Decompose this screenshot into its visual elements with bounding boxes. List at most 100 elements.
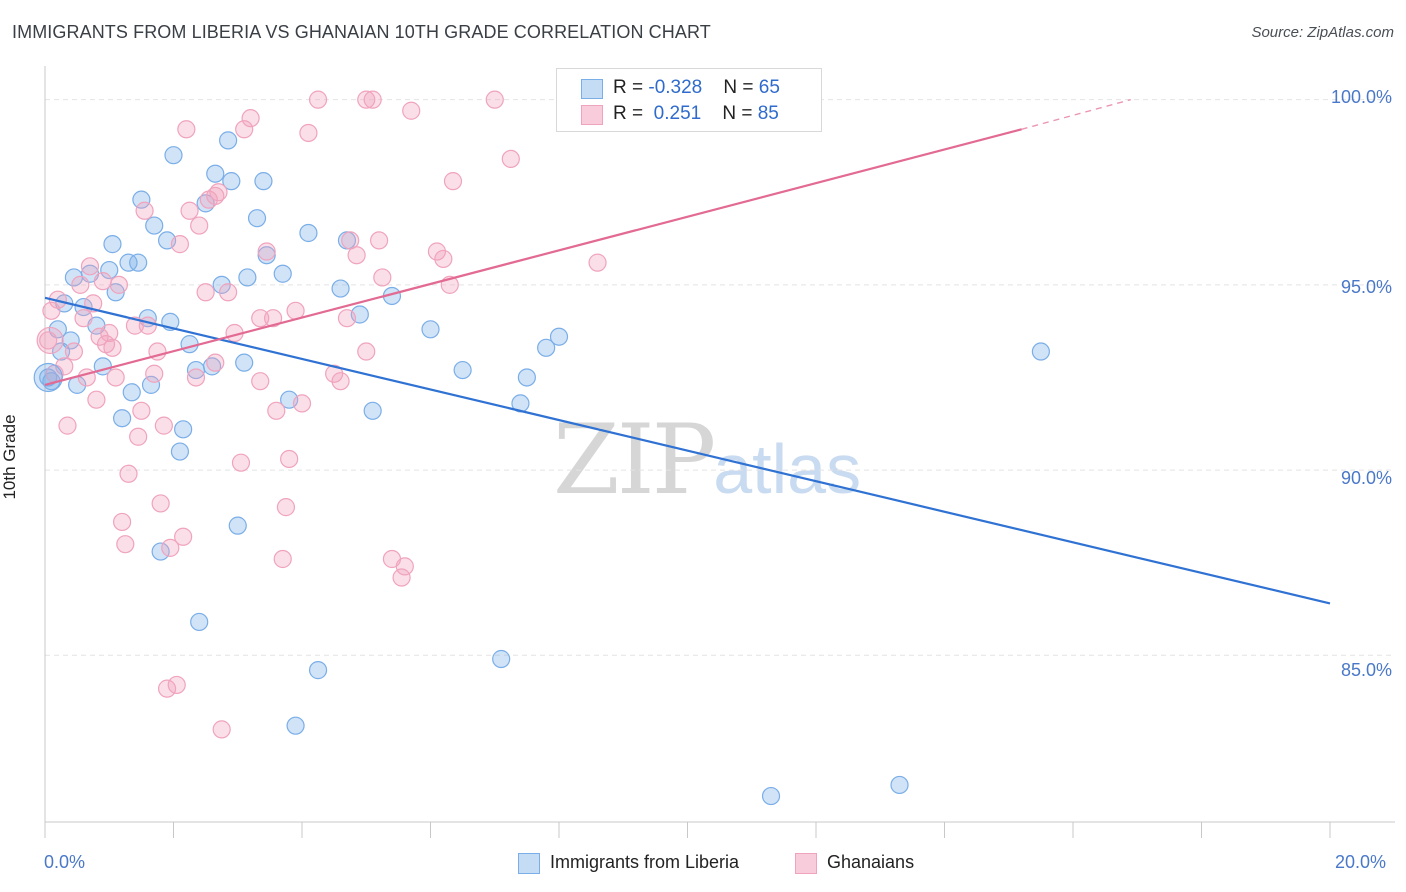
ghanaian-point [93, 272, 112, 291]
liberia-point [174, 420, 193, 439]
ghanaian-point [280, 449, 299, 469]
liberia-point [222, 172, 241, 191]
r-value: 0.251 [648, 103, 702, 124]
y-tick-label: 95.0% [1340, 277, 1392, 297]
ghanaian-point [443, 172, 463, 191]
y-tick-label: 100.0% [1330, 87, 1392, 107]
ghanaian-point [251, 309, 270, 328]
liberia-point [170, 442, 190, 461]
ghanaian-point [71, 275, 90, 294]
y-tick-label: 90.0% [1340, 468, 1392, 488]
ghanaian-point [186, 368, 206, 387]
ghanaian-point [151, 494, 170, 513]
liberia-point [103, 235, 122, 254]
liberia-point [141, 375, 161, 394]
x-tick-label: 0.0% [44, 852, 86, 872]
liberia-point [363, 401, 382, 420]
liberia-point [61, 331, 80, 350]
y-tick-label: 85.0% [1340, 660, 1392, 680]
liberia-point [421, 320, 440, 339]
liberia-point [151, 542, 170, 561]
liberia-point-large [33, 362, 63, 393]
ghanaian-point [370, 231, 389, 250]
ghanaian-point [292, 394, 312, 413]
legend-swatch-blue [581, 79, 603, 99]
ghanaian-point [276, 498, 296, 517]
liberia-point [180, 335, 199, 354]
legend-swatch-blue [518, 853, 540, 874]
liberia-point [890, 775, 909, 795]
x-tick-label: 20.0% [1335, 852, 1387, 872]
liberia-point [238, 268, 257, 287]
liberia-point [299, 223, 318, 243]
liberia-point [132, 190, 151, 209]
ghanaian-point [357, 342, 376, 361]
ghanaian-point [357, 90, 376, 109]
ghanaian-point [80, 257, 100, 276]
ghanaian-point [337, 309, 357, 328]
ghanaian-point [347, 246, 366, 265]
ghanaian-point [257, 242, 276, 261]
watermark: ZIPatlas [553, 404, 861, 516]
chart-title: IMMIGRANTS FROM LIBERIA VS GHANAIAN 10TH… [12, 22, 711, 42]
ghanaian-point [263, 309, 283, 328]
ghanaian-point [501, 149, 520, 169]
liberia-point [122, 383, 141, 402]
liberia-point [492, 649, 511, 669]
ghanaian-point [58, 416, 77, 435]
liberia-point [1031, 342, 1050, 361]
ghanaian-point [373, 268, 392, 287]
n-value: 85 [757, 103, 779, 124]
ghanaian-point [39, 331, 58, 350]
liberia-point [112, 409, 132, 428]
liberia-point [219, 131, 238, 150]
r-value: -0.328 [648, 77, 703, 98]
ghanaian-point [129, 427, 148, 446]
liberia-point [308, 661, 328, 680]
ghanaian-point [251, 372, 270, 391]
liberia-point [247, 209, 267, 228]
ghanaian-point [112, 512, 132, 532]
liberia-point [100, 260, 119, 280]
legend-label: Immigrants from Liberia [550, 852, 740, 872]
n-value: 65 [758, 77, 780, 98]
ghanaian-point [170, 235, 190, 254]
ghanaian-point [74, 309, 93, 328]
liberia-point [228, 516, 247, 535]
liberia-point [761, 786, 781, 806]
ghanaian-point-large [36, 326, 64, 355]
liberia-point [164, 146, 183, 165]
ghanaian-point [116, 535, 135, 554]
ghanaian-point [42, 301, 61, 320]
ghanaian-point [180, 201, 199, 220]
ghanaian-point [241, 109, 260, 128]
liberia-point [145, 216, 164, 235]
ghanaian-point [161, 538, 180, 557]
legend-label: Ghanaians [827, 852, 915, 872]
ghanaian-point [87, 390, 106, 409]
ghanaian-point [308, 90, 328, 109]
ghanaian-point [206, 353, 225, 372]
ghanaian-point [132, 401, 151, 420]
ghanaian-point [119, 464, 138, 483]
ghanaian-point [231, 453, 251, 472]
ghanaian-trend-line [44, 128, 1022, 386]
ghanaian-point [219, 283, 238, 302]
ghanaian-point [485, 90, 504, 109]
ghanaian-point [235, 120, 254, 139]
liberia-point [212, 275, 231, 294]
ghanaian-point [325, 364, 344, 383]
ghanaian-point [206, 186, 225, 206]
ghanaian-point [273, 549, 292, 569]
liberia-point [119, 253, 138, 272]
ghanaian-point [145, 364, 164, 383]
ghanaian-point [363, 90, 382, 109]
ghanaian-point [90, 327, 109, 346]
source-credit: Source: ZipAtlas.com [1251, 24, 1394, 41]
ghanaian-point [331, 372, 350, 391]
liberia-point [273, 264, 292, 283]
ghanaian-point [157, 679, 177, 698]
liberia-point [286, 716, 305, 735]
liberia-point [190, 612, 209, 632]
